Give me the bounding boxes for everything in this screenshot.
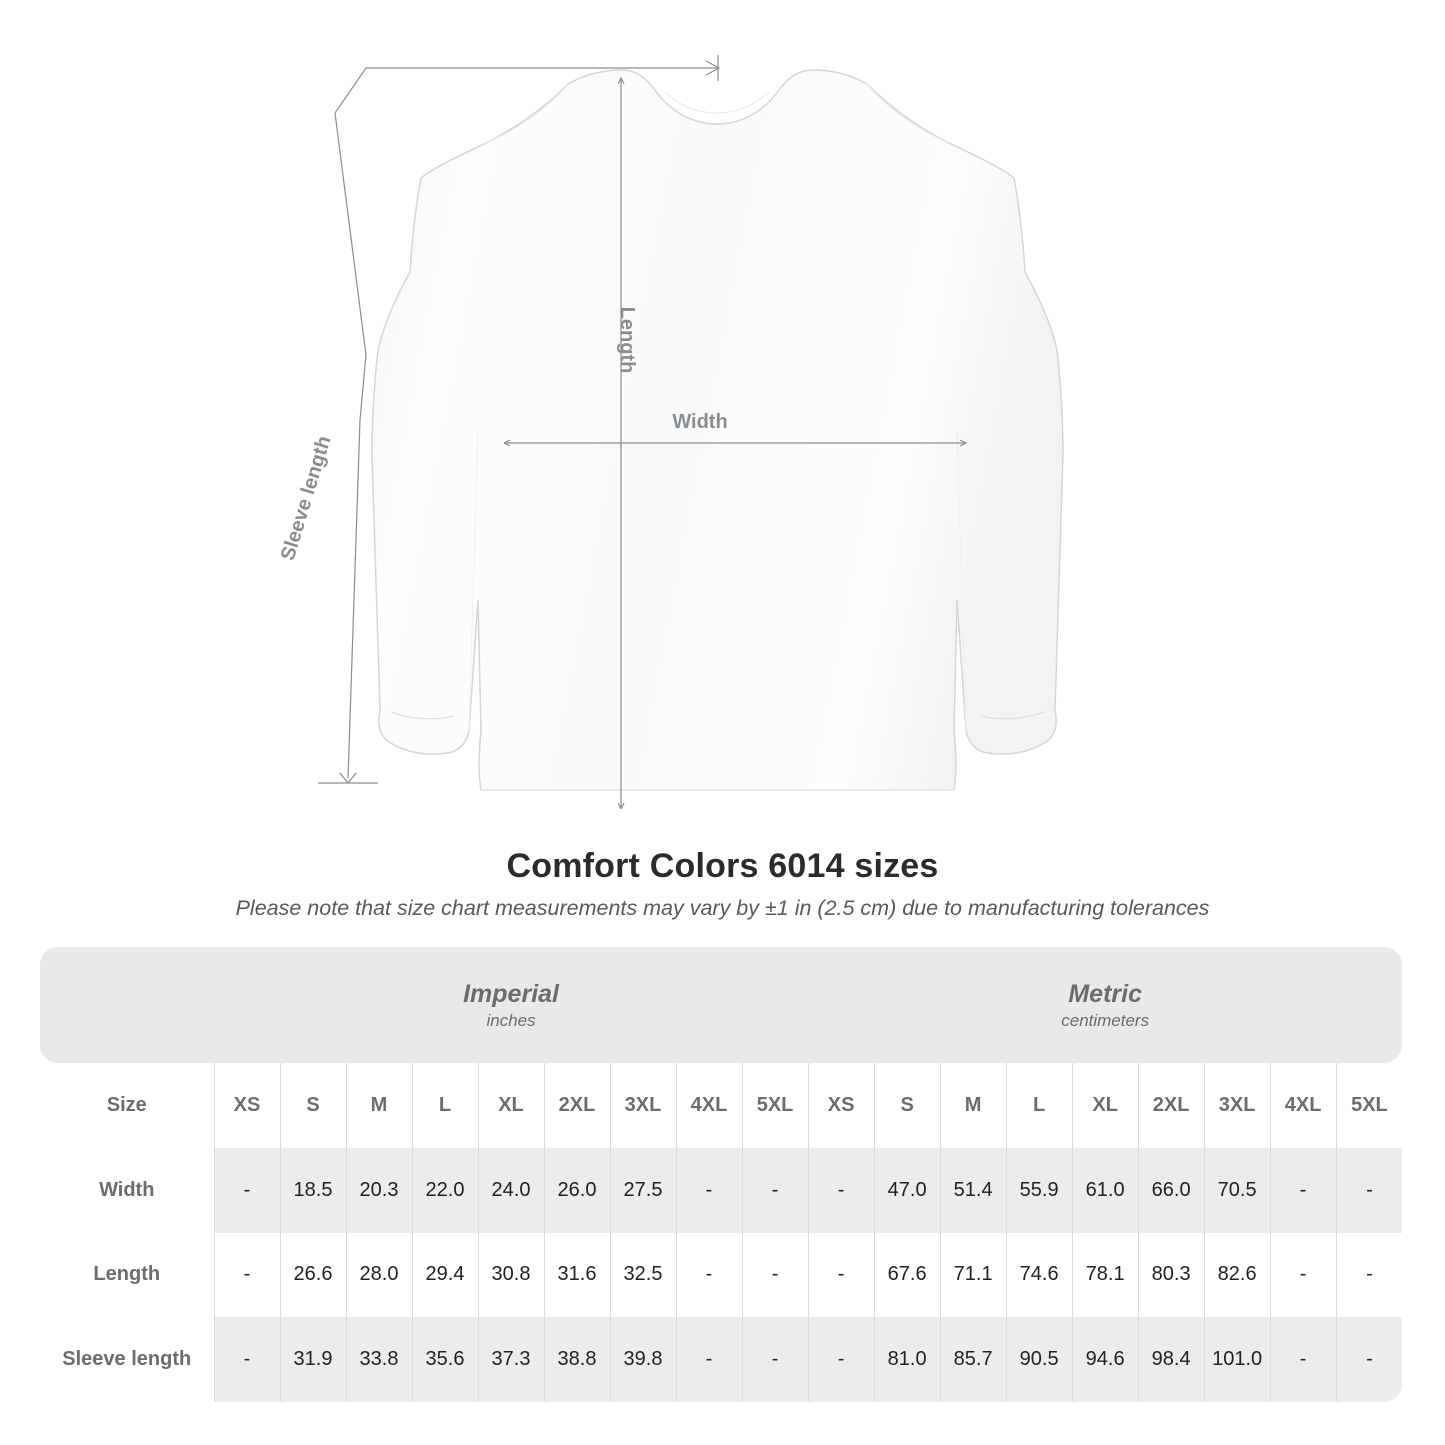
svg-text:Sleeve length: Sleeve length <box>277 433 336 563</box>
svg-text:Length: Length <box>616 307 638 374</box>
svg-text:Width: Width <box>672 411 727 433</box>
